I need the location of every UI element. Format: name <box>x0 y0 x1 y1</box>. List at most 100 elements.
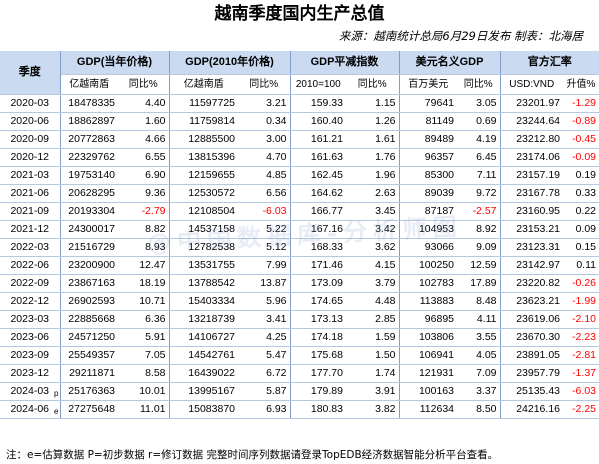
quarter-label: 2023-03 <box>10 313 50 325</box>
value-cell: 23957.79 <box>500 364 563 383</box>
value-cell: 1.50 <box>346 346 400 365</box>
value-cell: 10.71 <box>118 292 170 311</box>
subheader-cell: 亿越南盾 <box>60 74 118 95</box>
value-cell: 20628295 <box>60 184 118 203</box>
value-cell: 4.05 <box>457 346 501 365</box>
value-cell: 174.65 <box>290 292 346 311</box>
value-cell: 12.47 <box>118 256 170 275</box>
value-cell: 8.48 <box>457 292 501 311</box>
quarter-label: 2021-09 <box>10 205 50 217</box>
value-cell: 10.01 <box>118 382 170 401</box>
value-cell: 16439022 <box>169 364 238 383</box>
quarter-label: 2021-03 <box>10 169 50 181</box>
value-cell: 4.25 <box>238 328 291 347</box>
quarter-label: 2023-12 <box>10 367 50 379</box>
table-row: 2024-03 p 25176363 10.01 13995167 5.87 179.89 3… <box>0 382 599 401</box>
table-row: 2023-06 24571250 5.91 14106727 4.25 174.18 1.5… <box>0 328 599 347</box>
value-cell: 9.09 <box>457 238 501 257</box>
quarter-cell: 2020-09 <box>0 130 61 149</box>
quarter-cell: 2024-03 p <box>0 382 61 401</box>
table-row: 2023-03 22885668 6.36 13218739 3.41 173.13 2.8… <box>0 310 599 329</box>
value-cell: 18862897 <box>60 112 118 131</box>
value-cell: 9.36 <box>118 184 170 203</box>
value-cell: 0.11 <box>563 256 599 275</box>
table-row: 2021-12 24300017 8.82 14537158 5.22 167.16 3.4… <box>0 220 599 239</box>
value-cell: 3.55 <box>457 328 501 347</box>
value-cell: 4.48 <box>346 292 400 311</box>
value-cell: 11597725 <box>169 94 238 113</box>
value-cell: 4.11 <box>457 310 501 329</box>
value-cell: 85300 <box>399 166 457 185</box>
table-row: 2020-03 18478335 4.40 11597725 3.21 159.33 1.1… <box>0 94 599 113</box>
table-row: 2022-03 21516729 8.93 12782538 5.12 168.33 3.6… <box>0 238 599 257</box>
quarter-cell: 2022-09 <box>0 274 61 293</box>
table-row: 2020-12 22329762 6.55 13815396 4.70 161.63 1.7… <box>0 148 599 167</box>
value-cell: 96357 <box>399 148 457 167</box>
quarter-cell: 2022-12 <box>0 292 61 311</box>
value-cell: 7.05 <box>118 346 170 365</box>
value-cell: 3.45 <box>346 202 400 221</box>
value-cell: 7.09 <box>457 364 501 383</box>
value-cell: 96895 <box>399 310 457 329</box>
quarter-label: 2021-12 <box>10 223 50 235</box>
value-cell: 24571250 <box>60 328 118 347</box>
value-cell: 17.89 <box>457 274 501 293</box>
quarter-label: 2022-09 <box>10 277 50 289</box>
value-cell: 103806 <box>399 328 457 347</box>
quarter-label: 2024-06 <box>10 403 50 415</box>
table-row: 2022-06 23200900 12.47 13531755 7.99 171.46 4.… <box>0 256 599 275</box>
value-cell: 23670.30 <box>500 328 563 347</box>
value-cell: 0.34 <box>238 112 291 131</box>
value-cell: 0.09 <box>563 220 599 239</box>
value-cell: 21516729 <box>60 238 118 257</box>
table-row: 2022-09 23867163 18.19 13788542 13.87 173.09 3… <box>0 274 599 293</box>
value-cell: 29211871 <box>60 364 118 383</box>
header-fx: 官方汇率 <box>500 51 599 75</box>
value-cell: 12782538 <box>169 238 238 257</box>
value-cell: 14537158 <box>169 220 238 239</box>
page-title: 越南季度国内生产总值 <box>214 4 385 24</box>
quarter-cell: 2021-12 <box>0 220 61 239</box>
value-cell: 23153.21 <box>500 220 563 239</box>
subheader-cell: 亿越南盾 <box>169 74 238 95</box>
value-cell: 102783 <box>399 274 457 293</box>
value-cell: 7.99 <box>238 256 291 275</box>
value-cell: 1.76 <box>346 148 400 167</box>
value-cell: 24300017 <box>60 220 118 239</box>
value-cell: 8.92 <box>457 220 501 239</box>
quarter-cell: 2021-03 <box>0 166 61 185</box>
value-cell: 6.36 <box>118 310 170 329</box>
value-cell: 5.22 <box>238 220 291 239</box>
value-cell: 25135.43 <box>500 382 563 401</box>
table-row: 2021-03 19753140 6.90 12159655 4.85 162.45 1.9… <box>0 166 599 185</box>
value-cell: 167.16 <box>290 220 346 239</box>
value-cell: 113883 <box>399 292 457 311</box>
value-cell: 12.59 <box>457 256 501 275</box>
value-cell: 3.91 <box>346 382 400 401</box>
value-cell: 25549357 <box>60 346 118 365</box>
value-cell: 23160.95 <box>500 202 563 221</box>
quarter-label: 2020-06 <box>10 115 50 127</box>
value-cell: 23157.19 <box>500 166 563 185</box>
value-cell: 23623.21 <box>500 292 563 311</box>
value-cell: 177.70 <box>290 364 346 383</box>
quarter-cell: 2020-03 <box>0 94 61 113</box>
quarter-cell: 2021-06 <box>0 184 61 203</box>
table-row: 2024-06 e 27275648 11.01 15083870 6.93 180.83 3… <box>0 400 599 419</box>
value-cell: 13531755 <box>169 256 238 275</box>
source-note: 来源：越南统计总局6月29日发布 制表：北海居 <box>338 29 583 43</box>
value-cell: 23201.97 <box>500 94 563 113</box>
value-cell: 6.55 <box>118 148 170 167</box>
value-cell: 3.82 <box>346 400 400 419</box>
value-cell: 5.12 <box>238 238 291 257</box>
quarter-label: 2023-09 <box>10 349 50 361</box>
value-cell: 23867163 <box>60 274 118 293</box>
value-cell: 0.22 <box>563 202 599 221</box>
header-row: 季度 GDP(当年价格) GDP(2010年价格) GDP平减指数 美元名义GD… <box>0 51 599 95</box>
value-cell: 12108504 <box>169 202 238 221</box>
value-cell: -0.45 <box>563 130 599 149</box>
value-cell: 179.89 <box>290 382 346 401</box>
value-cell: 20193304 <box>60 202 118 221</box>
value-cell: 6.45 <box>457 148 501 167</box>
value-cell: 4.66 <box>118 130 170 149</box>
